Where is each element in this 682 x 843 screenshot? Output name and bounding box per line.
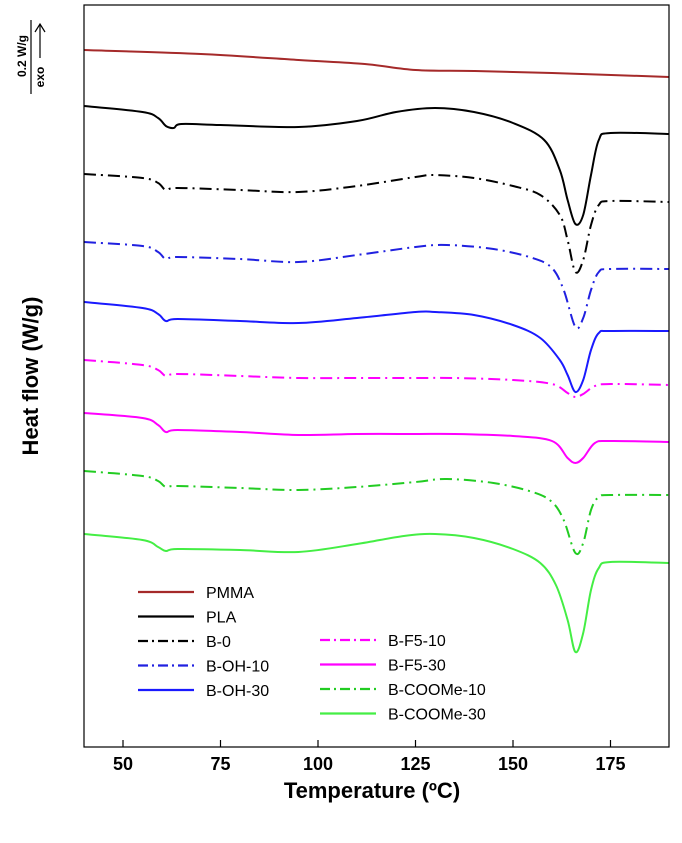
legend: PMMA PLA B-0 B-OH-10 B-OH-30 B-F5-10 B-F5-30 B-… (138, 585, 486, 724)
x-tick-label: 125 (400, 754, 430, 774)
x-tick-label: 100 (303, 754, 333, 774)
series-line-b-f5-10 (83, 359, 670, 399)
legend-label-b-oh-10: B-OH-10 (206, 659, 269, 676)
legend-label-pla: PLA (206, 610, 237, 627)
series-layer (83, 49, 670, 654)
series-line-pla (83, 105, 670, 226)
series-line-b-coome-30 (83, 532, 670, 654)
legend-label-b-0: B-0 (206, 634, 231, 651)
y-axis-label: Heat flow (W/g) (18, 297, 43, 456)
legend-label-pmma: PMMA (206, 585, 254, 602)
series-line-b-coome-10 (83, 470, 670, 556)
scale-bar: 0.2 W/g exo (15, 20, 47, 94)
plot-frame (83, 4, 670, 748)
series-line-b-oh-30 (83, 301, 670, 394)
x-axis-label: Temperature (ºC) (284, 778, 460, 803)
scale-bar-value: 0.2 W/g (15, 35, 29, 77)
legend-label-b-coome-30: B-COOMe-30 (388, 707, 486, 724)
legend-label-b-f5-30: B-F5-30 (388, 658, 446, 675)
exo-arrow-icon (34, 22, 46, 33)
x-tick-label: 175 (595, 754, 625, 774)
legend-label-b-oh-30: B-OH-30 (206, 683, 269, 700)
legend-label-b-f5-10: B-F5-10 (388, 633, 446, 650)
series-line-b-oh-10 (83, 241, 670, 330)
x-tick-label: 150 (498, 754, 528, 774)
series-line-pmma (83, 49, 670, 78)
legend-label-b-coome-10: B-COOMe-10 (388, 682, 486, 699)
series-line-b-f5-30 (83, 412, 670, 464)
series-line-b-0 (83, 173, 670, 274)
exo-label: exo (33, 67, 47, 88)
x-tick-label: 75 (210, 754, 230, 774)
x-tick-label: 50 (113, 754, 133, 774)
x-axis-ticks: 50 75 100 125 150 175 (113, 740, 626, 774)
